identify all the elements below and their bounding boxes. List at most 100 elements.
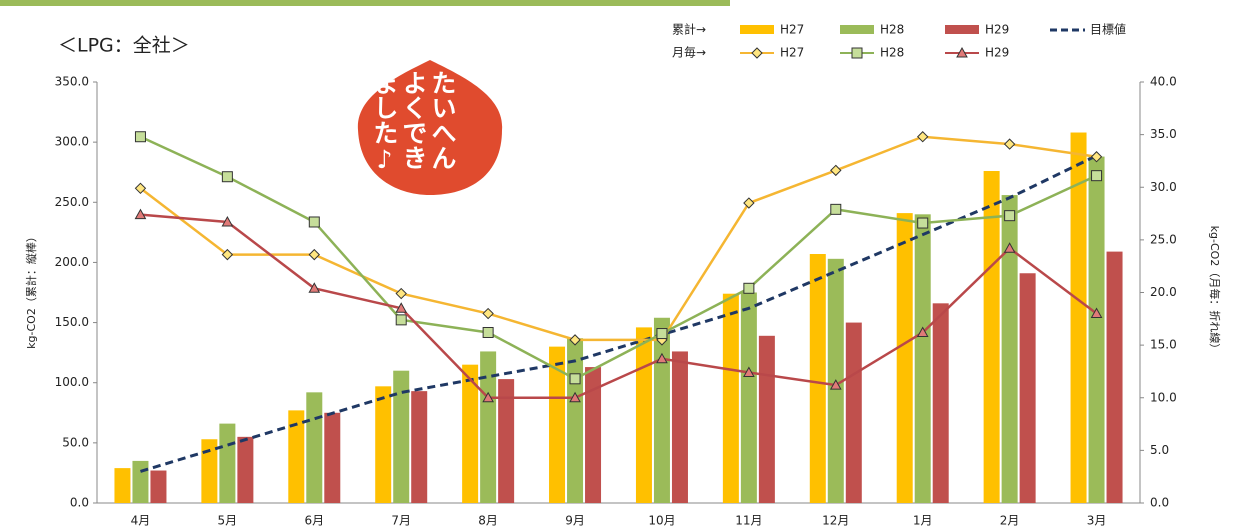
x-tick-label: 4月: [131, 514, 151, 528]
x-tick-label: 12月: [822, 514, 849, 528]
bar: [306, 392, 323, 503]
y-tick-label: 100.0: [55, 375, 89, 389]
line-marker: [308, 248, 320, 261]
bar: [1001, 195, 1018, 503]
line-marker: [221, 171, 233, 183]
line-marker: [743, 282, 755, 294]
bar: [809, 254, 826, 503]
bar: [983, 171, 1000, 504]
legend-label: H27: [780, 23, 804, 37]
y2-tick-label: 20.0: [1150, 285, 1177, 299]
legend-label: H29: [985, 46, 1009, 60]
y2-tick-label: 35.0: [1150, 127, 1177, 141]
bar: [1070, 132, 1087, 503]
legend-swatch: [945, 25, 979, 34]
line-marker: [221, 215, 234, 227]
y-axis-label: kg-CO2（累計：縦棒）: [24, 231, 38, 349]
y2-axis-label: kg-CO2（月毎：折れ線）: [1208, 226, 1222, 355]
legend-label: H28: [880, 46, 904, 60]
line-marker: [830, 203, 842, 215]
bar: [237, 436, 254, 503]
line-marker: [395, 287, 407, 300]
line-marker: [569, 373, 581, 385]
y2-tick-label: 5.0: [1150, 443, 1169, 457]
legend-label: 目標値: [1090, 22, 1126, 37]
line-marker: [134, 182, 147, 195]
line-marker: [916, 326, 929, 337]
legend-label: H27: [780, 46, 804, 60]
bar: [1088, 156, 1105, 503]
bar: [114, 468, 131, 503]
line-marker: [1090, 151, 1103, 163]
stamp-text: たいへんよくできました♪: [370, 70, 457, 174]
bar: [324, 412, 341, 503]
y-tick-label: 300.0: [55, 135, 89, 149]
x-tick-label: 5月: [218, 514, 238, 528]
x-tick-label: 8月: [478, 514, 498, 528]
bar: [411, 391, 428, 503]
line-marker: [830, 164, 842, 177]
line-marker: [308, 282, 321, 293]
line-marker: [1090, 307, 1103, 319]
legend-swatch: [840, 25, 874, 34]
x-tick-label: 3月: [1087, 514, 1107, 528]
bar: [932, 303, 949, 503]
line-marker: [482, 307, 494, 320]
legend-swatch: [740, 25, 774, 34]
bar: [288, 410, 305, 503]
line-marker: [851, 47, 863, 59]
bar: [219, 423, 236, 503]
chart-title: ＜LPG：全社＞: [58, 35, 190, 57]
y-tick-label: 250.0: [55, 195, 89, 209]
y2-tick-label: 25.0: [1150, 232, 1177, 246]
line: [140, 154, 1098, 473]
bar: [1106, 251, 1123, 503]
x-tick-label: 11月: [735, 514, 762, 528]
bar: [201, 439, 218, 503]
line-marker: [1003, 242, 1016, 253]
y2-tick-label: 10.0: [1150, 390, 1177, 404]
line-marker: [395, 314, 407, 326]
y2-tick-label: 15.0: [1150, 338, 1177, 352]
line-marker: [569, 391, 581, 403]
y2-tick-label: 30.0: [1150, 180, 1177, 194]
line: [139, 135, 1098, 381]
y2-tick-label: 40.0: [1150, 75, 1177, 89]
line-marker: [482, 391, 494, 403]
bar: [480, 351, 497, 503]
y-tick-label: 0.0: [70, 496, 89, 510]
bar: [914, 214, 931, 504]
line-marker: [1003, 138, 1016, 150]
bar: [740, 292, 757, 503]
bar: [393, 370, 410, 503]
bar: [671, 351, 688, 503]
bar: [1019, 273, 1036, 503]
line-marker: [917, 131, 929, 143]
y-tick-label: 150.0: [55, 315, 89, 329]
legend-label: H28: [880, 23, 904, 37]
bar: [896, 213, 913, 503]
line-marker: [751, 47, 763, 59]
bar: [635, 327, 652, 503]
line-marker: [569, 334, 581, 346]
legend-row-label: 月毎→: [672, 45, 706, 60]
bar: [845, 322, 862, 503]
bar: [150, 470, 167, 503]
bar: [375, 386, 392, 503]
y2-tick-label: 0.0: [1150, 496, 1169, 510]
line-marker: [221, 248, 234, 261]
line: [139, 135, 1097, 342]
top-bar: [0, 0, 730, 6]
line-marker: [482, 326, 494, 338]
y-tick-label: 200.0: [55, 255, 89, 269]
bar: [498, 379, 515, 503]
x-tick-label: 6月: [304, 514, 324, 528]
line-marker: [917, 217, 929, 229]
line-marker: [656, 352, 668, 364]
x-tick-label: 10月: [648, 514, 675, 528]
line-marker: [829, 379, 842, 390]
bar: [585, 367, 602, 503]
bar: [758, 335, 775, 503]
